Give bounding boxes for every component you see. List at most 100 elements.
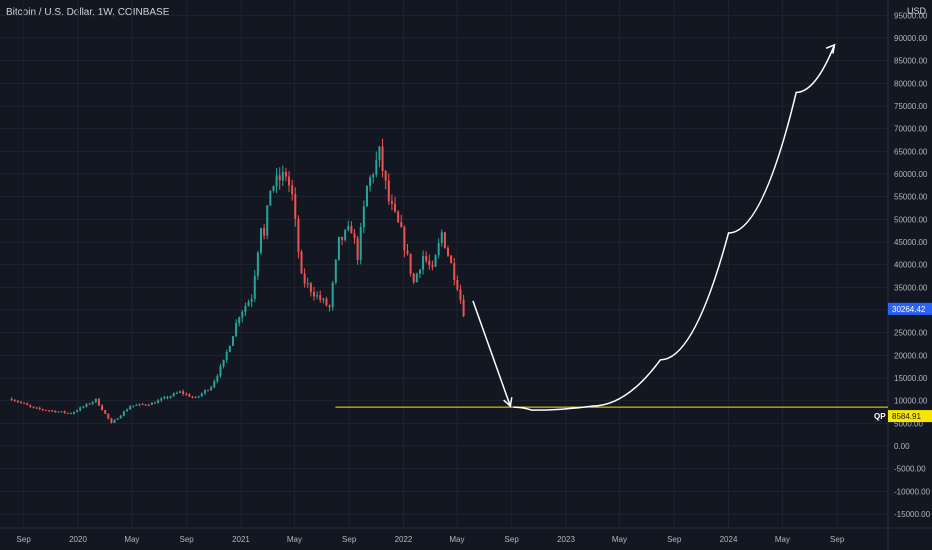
- candle-body: [443, 232, 446, 249]
- candle-body: [309, 283, 312, 292]
- candle-body: [337, 236, 340, 260]
- candle-body: [107, 413, 110, 419]
- candle-body: [269, 190, 272, 206]
- level-marker-label: QP: [874, 412, 886, 421]
- candle-body: [197, 396, 200, 398]
- candle-body: [278, 175, 281, 181]
- x-tick-label: May: [449, 535, 464, 544]
- y-tick-label: 20000.00: [894, 351, 928, 360]
- x-tick-label: Sep: [180, 535, 195, 544]
- current-price-badge: [888, 302, 932, 315]
- candle-body: [26, 403, 29, 406]
- candle-body: [397, 211, 400, 223]
- candle-body: [94, 398, 97, 402]
- y-tick-label: 45000.00: [894, 238, 928, 247]
- candle-body: [263, 228, 266, 236]
- y-tick-label: 15000.00: [894, 374, 928, 383]
- candle-body: [35, 407, 38, 409]
- candle-body: [76, 410, 79, 413]
- level-price-badge: [888, 410, 932, 423]
- candle-body: [125, 409, 128, 412]
- candle-body: [334, 259, 337, 283]
- candle-body: [347, 226, 350, 231]
- x-tick-label: 2020: [69, 535, 87, 544]
- y-tick-label: 0.00: [894, 442, 910, 451]
- candle-body: [13, 400, 16, 402]
- candle-body: [225, 352, 228, 360]
- y-tick-label: -5000.00: [894, 465, 926, 474]
- candle-body: [350, 226, 353, 234]
- candle-body: [185, 393, 188, 395]
- candle-body: [141, 403, 144, 405]
- candle-body: [119, 415, 122, 419]
- candle-body: [44, 409, 47, 411]
- candle-body: [415, 273, 418, 283]
- candle-body: [322, 298, 325, 300]
- candle-body: [222, 359, 225, 367]
- candle-body: [216, 375, 219, 382]
- candle-body: [116, 418, 119, 420]
- y-tick-label: 60000.00: [894, 170, 928, 179]
- candle-body: [66, 412, 69, 414]
- candle-body: [29, 405, 32, 407]
- candle-body: [384, 171, 387, 181]
- y-tick-label: 50000.00: [894, 215, 928, 224]
- candle-body: [331, 282, 334, 307]
- candle-body: [387, 180, 390, 202]
- y-tick-label: 35000.00: [894, 283, 928, 292]
- y-tick-label: 25000.00: [894, 329, 928, 338]
- x-tick-label: 2024: [720, 535, 738, 544]
- candle-body: [172, 393, 175, 397]
- candle-body: [160, 398, 163, 401]
- candle-body: [359, 227, 362, 260]
- y-tick-label: 40000.00: [894, 261, 928, 270]
- candle-body: [122, 411, 125, 416]
- candle-body: [23, 402, 26, 404]
- candle-body: [210, 387, 213, 391]
- candle-body: [281, 171, 284, 181]
- candle-body: [79, 407, 82, 411]
- candle-body: [456, 279, 459, 290]
- candle-body: [135, 404, 138, 406]
- candle-body: [63, 411, 66, 413]
- candle-body: [54, 410, 57, 413]
- candle-body: [178, 391, 181, 393]
- candle-body: [437, 243, 440, 256]
- candle-body: [409, 253, 412, 274]
- candle-body: [20, 402, 23, 404]
- candle-body: [253, 275, 256, 299]
- candle-body: [48, 410, 51, 412]
- candle-body: [406, 250, 409, 254]
- candle-body: [390, 201, 393, 204]
- candle-body: [154, 402, 157, 404]
- candle-body: [88, 403, 91, 405]
- candle-body: [228, 345, 231, 353]
- candle-body: [462, 299, 465, 317]
- down-arrow-head: [503, 397, 513, 408]
- candle-body: [97, 398, 100, 406]
- symbol-label: Bitcoin / U.S. Dollar, 1W, COINBASE: [6, 7, 170, 18]
- x-tick-label: 2023: [557, 535, 575, 544]
- candle-body: [375, 159, 378, 175]
- x-tick-label: May: [775, 535, 790, 544]
- candle-body: [303, 273, 306, 284]
- candle-body: [200, 393, 203, 397]
- candle-body: [144, 404, 147, 406]
- y-tick-label: 10000.00: [894, 397, 928, 406]
- candle-body: [440, 232, 443, 244]
- y-tick-label: 65000.00: [894, 147, 928, 156]
- y-tick-label: 85000.00: [894, 57, 928, 66]
- chart-title: Bitcoin / U.S. Dollar, 1W, COINBASE: [6, 7, 169, 18]
- x-tick-label: Sep: [667, 535, 682, 544]
- candle-body: [418, 269, 421, 274]
- candle-body: [113, 419, 116, 423]
- candle-body: [241, 312, 244, 318]
- candle-body: [82, 406, 85, 408]
- candle-body: [104, 410, 107, 414]
- candle-body: [412, 273, 415, 283]
- y-tick-label: -15000.00: [894, 510, 931, 519]
- candle-body: [182, 391, 185, 394]
- candle-body: [378, 146, 381, 160]
